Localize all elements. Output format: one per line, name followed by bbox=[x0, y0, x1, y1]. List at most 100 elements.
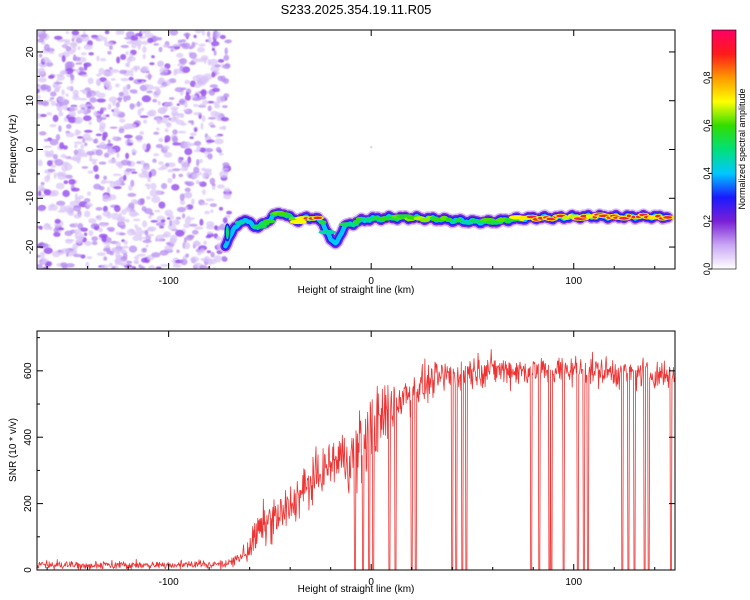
noise-blob bbox=[135, 33, 143, 37]
noise-blob bbox=[40, 113, 47, 118]
noise-blob bbox=[73, 229, 82, 235]
noise-blob bbox=[47, 160, 53, 167]
noise-blob bbox=[157, 61, 164, 67]
noise-blob bbox=[98, 186, 105, 191]
noise-blob bbox=[164, 102, 174, 106]
noise-blob bbox=[141, 236, 151, 240]
noise-blob bbox=[83, 210, 91, 218]
noise-blob bbox=[96, 55, 100, 62]
noise-blob bbox=[165, 162, 170, 167]
noise-blob bbox=[74, 116, 84, 124]
noise-blob bbox=[172, 264, 182, 268]
noise-blob bbox=[37, 254, 41, 258]
noise-blob bbox=[184, 94, 191, 101]
noise-blob bbox=[125, 152, 130, 160]
noise-blob bbox=[119, 30, 125, 35]
noise-blob bbox=[121, 245, 129, 249]
noise-blob bbox=[110, 69, 120, 73]
noise-blob bbox=[118, 92, 124, 97]
noise-blob bbox=[103, 256, 108, 261]
noise-blob bbox=[185, 234, 194, 241]
noise-blob bbox=[182, 192, 192, 198]
noise-blob bbox=[166, 217, 171, 220]
noise-blob bbox=[49, 124, 57, 128]
noise-blob bbox=[72, 155, 82, 162]
noise-blob bbox=[58, 111, 64, 117]
noise-blob bbox=[150, 182, 157, 190]
noise-blob bbox=[48, 99, 53, 102]
noise-blob bbox=[119, 232, 126, 236]
noise-blob bbox=[139, 115, 149, 118]
noise-blob bbox=[86, 151, 95, 156]
noise-blob bbox=[49, 138, 59, 146]
noise-blob bbox=[120, 159, 130, 166]
noise-blob bbox=[127, 192, 137, 197]
noise-blob bbox=[159, 72, 169, 76]
noise-blob bbox=[143, 119, 148, 124]
noise-blob bbox=[64, 155, 68, 160]
noise-blob bbox=[115, 102, 120, 108]
noise-blob bbox=[41, 266, 50, 269]
noise-blob bbox=[190, 94, 198, 99]
noise-blob bbox=[167, 177, 173, 184]
noise-blob bbox=[37, 185, 45, 192]
noise-blob bbox=[146, 143, 151, 151]
noise-blob bbox=[73, 253, 83, 258]
noise-blob bbox=[43, 189, 52, 196]
noise-blob bbox=[128, 184, 133, 191]
noise-blob bbox=[181, 160, 185, 168]
noise-blob bbox=[139, 131, 145, 135]
noise-blob bbox=[152, 90, 160, 98]
colorbar-ticks: 0.0 0.2 0.4 0.6 0.8 bbox=[702, 29, 737, 275]
noise-blob bbox=[158, 161, 164, 165]
noise-blob bbox=[184, 187, 191, 192]
ridge-blob bbox=[289, 219, 307, 225]
noise-blob bbox=[144, 208, 153, 215]
noise-blob bbox=[53, 172, 57, 179]
noise-blob bbox=[54, 158, 64, 167]
noise-blob bbox=[109, 45, 113, 50]
noise-blob bbox=[71, 30, 80, 36]
noise-blob bbox=[191, 41, 196, 49]
spectrogram-y-ticks: 20 10 0 -10 -20 bbox=[25, 46, 675, 254]
noise-blob bbox=[224, 63, 231, 67]
noise-blob bbox=[62, 189, 70, 198]
noise-blob bbox=[133, 65, 141, 70]
noise-blob bbox=[91, 241, 98, 246]
noise-blob bbox=[72, 243, 79, 250]
noise-blob bbox=[153, 43, 160, 46]
noise-blob bbox=[196, 145, 201, 152]
noise-blob bbox=[96, 252, 106, 256]
noise-blob bbox=[80, 74, 89, 77]
noise-blob bbox=[207, 105, 212, 112]
noise-blob bbox=[122, 86, 127, 92]
noise-blob bbox=[73, 54, 77, 61]
noise-blob bbox=[38, 53, 43, 58]
noise-blob bbox=[48, 51, 55, 55]
spectrogram-x-axis-label: Height of straight line (km) bbox=[298, 285, 415, 296]
noise-blob bbox=[126, 228, 136, 236]
noise-blob bbox=[98, 161, 107, 165]
noise-blob bbox=[48, 226, 53, 231]
noise-blob bbox=[118, 128, 125, 134]
noise-blob bbox=[38, 77, 47, 83]
spectrogram-x-ticks: -100 0 100 bbox=[46, 30, 656, 287]
noise-blob bbox=[96, 214, 103, 221]
noise-blob bbox=[200, 89, 207, 97]
noise-blob bbox=[213, 50, 217, 56]
noise-blob bbox=[71, 37, 75, 42]
noise-blob bbox=[65, 132, 75, 138]
noise-blob bbox=[130, 212, 140, 216]
noise-blob bbox=[199, 265, 208, 269]
noise-blob bbox=[137, 198, 145, 206]
noise-blob bbox=[129, 53, 133, 59]
noise-blob bbox=[52, 154, 58, 160]
noise-blob bbox=[114, 258, 123, 263]
noise-blob bbox=[59, 70, 68, 74]
noise-blob bbox=[43, 247, 53, 254]
noise-blob bbox=[75, 62, 83, 65]
noise-blob bbox=[140, 107, 145, 112]
noise-blob bbox=[43, 145, 52, 149]
noise-blob bbox=[79, 67, 85, 72]
